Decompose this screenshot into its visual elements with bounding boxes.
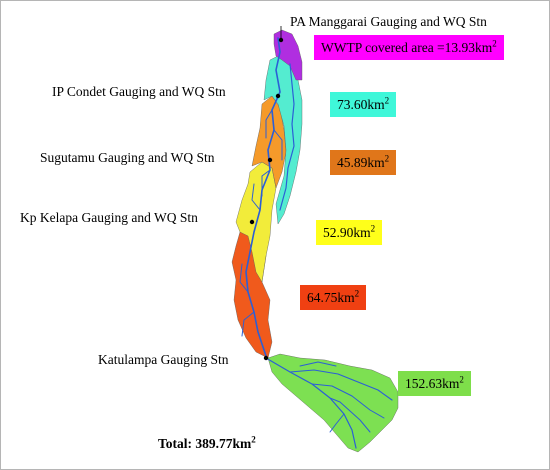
- total-area-label: Total: 389.77km2: [158, 434, 256, 452]
- station-point-katulampa: [263, 355, 269, 361]
- station-label-katulampa: Katulampa Gauging Stn: [98, 352, 229, 367]
- station-point-kelapa: [249, 219, 255, 225]
- area-unit-exponent: 2: [370, 223, 376, 234]
- area-unit-exponent: 2: [384, 95, 390, 106]
- river-trib-f: [265, 109, 273, 139]
- station-label-kelapa: Kp Kelapa Gauging and WQ Stn: [20, 210, 198, 225]
- area-box-condet: 73.60km2: [330, 92, 397, 117]
- river-trib-a: [239, 263, 249, 293]
- total-area-exponent: 2: [251, 434, 256, 445]
- river-trib-b: [241, 311, 255, 337]
- station-label-sugutamu: Sugutamu Gauging and WQ Stn: [40, 150, 215, 165]
- river-katulampa-6: [329, 413, 345, 433]
- area-value-lower: 64.75km: [307, 290, 355, 305]
- area-value-sugutamu: 45.89km: [337, 155, 385, 170]
- station-point-sugutamu: [267, 157, 273, 163]
- area-unit-exponent: 2: [354, 288, 360, 299]
- area-box-sugutamu: 45.89km2: [330, 150, 397, 175]
- area-value-kelapa: 52.90km: [323, 225, 371, 240]
- area-value-wwtp: WWTP covered area =13.93km: [321, 40, 493, 55]
- station-label-manggarai: PA Manggarai Gauging and WQ Stn: [290, 14, 487, 29]
- area-value-condet: 73.60km: [337, 97, 385, 112]
- zone-wwtp: [273, 29, 303, 81]
- zone-katulampa: [267, 353, 399, 453]
- area-box-lower: 64.75km2: [300, 285, 367, 310]
- station-point-manggarai: [278, 37, 284, 43]
- river-trib-e: [273, 129, 283, 161]
- river-trib-c: [251, 183, 261, 211]
- river-katulampa-2: [289, 369, 393, 401]
- area-value-katulampa: 152.63km: [405, 376, 460, 391]
- total-area-value: Total: 389.77km: [158, 436, 252, 451]
- zone-condet: [263, 53, 303, 225]
- area-box-katulampa: 152.63km2: [398, 371, 471, 396]
- river-katulampa-3: [311, 383, 385, 419]
- station-label-condet: IP Condet Gauging and WQ Stn: [52, 84, 226, 99]
- area-box-kelapa: 52.90km2: [316, 220, 383, 245]
- area-unit-exponent: 2: [384, 153, 390, 164]
- river-katulampa-4: [329, 397, 371, 433]
- river-katulampa-5: [299, 361, 337, 367]
- river-network: [239, 37, 393, 449]
- river-trib-d: [261, 169, 271, 197]
- area-unit-exponent: 2: [492, 38, 497, 49]
- area-box-wwtp: WWTP covered area =13.93km2: [314, 35, 504, 60]
- river-main-east: [279, 63, 295, 211]
- station-point-condet: [275, 93, 281, 99]
- area-unit-exponent: 2: [459, 374, 464, 385]
